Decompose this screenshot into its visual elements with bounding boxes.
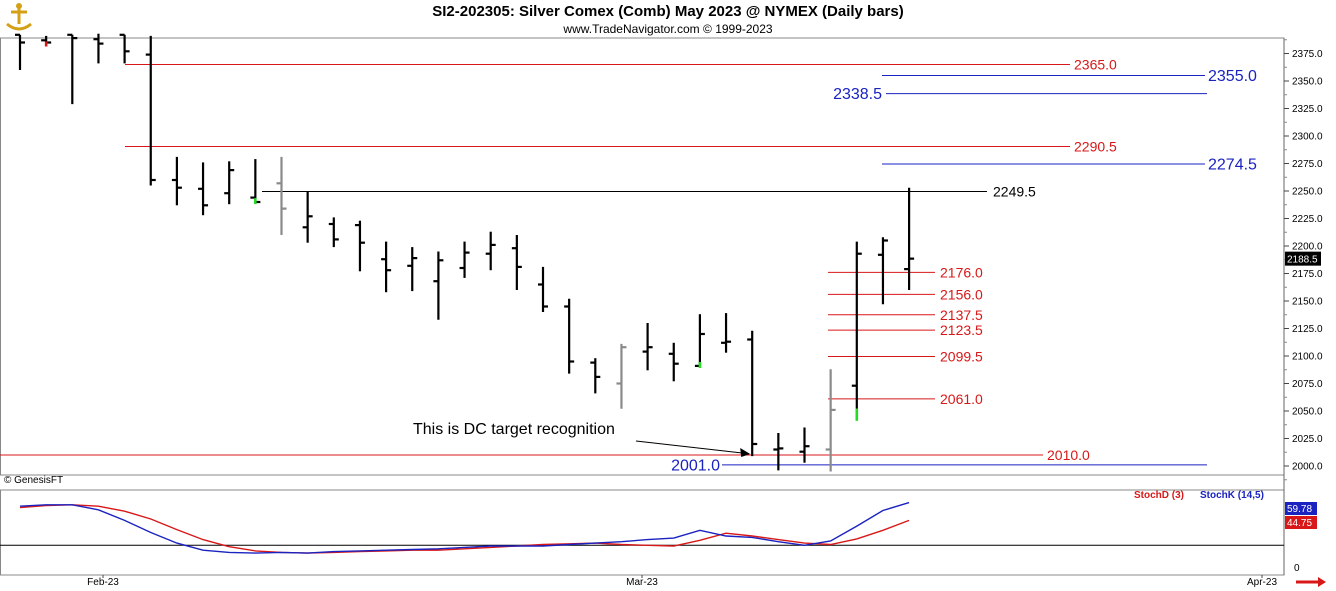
price-tick-label: 2075.0 xyxy=(1292,379,1323,390)
level-label-2137.5: 2137.5 xyxy=(940,307,983,323)
annotation-arrow-head xyxy=(740,448,751,457)
price-tick-label: 2200.0 xyxy=(1292,242,1323,253)
price-tick-label: 2100.0 xyxy=(1292,352,1323,363)
stoch-series-d xyxy=(19,504,910,554)
price-tick-label: 2225.0 xyxy=(1292,214,1323,225)
stochd-value-tag xyxy=(1285,516,1317,529)
chart-title: SI2-202305: Silver Comex (Comb) May 2023… xyxy=(432,3,904,20)
ohlc-bar xyxy=(171,156,182,206)
ohlc-bar xyxy=(407,247,418,292)
price-tick-label: 2375.0 xyxy=(1292,49,1323,60)
level-label-2176.0: 2176.0 xyxy=(940,264,983,280)
ohlc-bar xyxy=(773,433,784,471)
date-tick-label: Apr-23 xyxy=(1247,577,1277,588)
annotation-text: This is DC target recognition xyxy=(413,421,615,438)
ohlc-bar xyxy=(668,342,679,382)
level-label-2099.5: 2099.5 xyxy=(940,349,983,365)
scroll-arrow-head-icon xyxy=(1318,577,1326,587)
stochk-value-label: 59.78 xyxy=(1287,504,1312,515)
stochd-value-label: 44.75 xyxy=(1287,518,1312,529)
level-label-2274.5: 2274.5 xyxy=(1208,157,1257,174)
ohlc-bar xyxy=(224,161,235,205)
ohlc-bar xyxy=(93,33,104,64)
price-tick-label: 2300.0 xyxy=(1292,132,1323,143)
ohlc-bar xyxy=(250,159,261,205)
ohlc-bar xyxy=(328,217,339,248)
price-tick-label: 2175.0 xyxy=(1292,269,1323,280)
level-label-2249.5: 2249.5 xyxy=(993,184,1036,200)
price-tick-label: 2325.0 xyxy=(1292,104,1323,115)
level-label-2123.5: 2123.5 xyxy=(940,322,983,338)
ohlc-bar xyxy=(825,369,836,472)
level-label-2338.5: 2338.5 xyxy=(833,86,882,103)
level-label-2156.0: 2156.0 xyxy=(940,286,983,302)
ohlc-bar xyxy=(459,241,470,278)
ohlc-bar xyxy=(119,33,130,64)
ohlc-bar xyxy=(721,313,732,353)
legend-stochk: StochK (14,5) xyxy=(1200,490,1264,501)
ohlc-bar xyxy=(694,314,705,368)
date-tick-label: Mar-23 xyxy=(626,577,658,588)
level-label-2355.0: 2355.0 xyxy=(1208,68,1257,85)
ohlc-bar xyxy=(590,358,601,394)
ohlc-bar xyxy=(145,35,156,186)
ohlc-bar xyxy=(41,35,52,47)
price-tick-label: 2275.0 xyxy=(1292,159,1323,170)
ohlc-bar xyxy=(198,162,209,216)
ohlc-bar xyxy=(381,241,392,293)
price-tick-label: 2025.0 xyxy=(1292,434,1323,445)
chart-subtitle: www.TradeNavigator.com © 1999-2023 xyxy=(563,22,773,36)
price-tick-label: 2050.0 xyxy=(1292,407,1323,418)
ohlc-bar xyxy=(564,298,575,374)
trade-navigator-logo-icon xyxy=(3,2,35,32)
ohlc-bar xyxy=(877,237,888,305)
level-label-2010.0: 2010.0 xyxy=(1047,447,1090,463)
price-tick-label: 2000.0 xyxy=(1292,462,1323,473)
ohlc-bar xyxy=(302,191,313,243)
annotation-arrow-line xyxy=(635,440,743,454)
level-label-2061.0: 2061.0 xyxy=(940,391,983,407)
watermark-text: © GenesisFT xyxy=(4,475,63,486)
ohlc-bar xyxy=(799,427,810,463)
ohlc-bar xyxy=(276,156,287,235)
ohlc-bar xyxy=(511,235,522,290)
legend-stochd: StochD (3) xyxy=(1134,490,1184,501)
ohlc-bar xyxy=(747,330,758,457)
stochk-value-tag xyxy=(1285,502,1317,515)
ohlc-bar xyxy=(642,323,653,371)
last-price-tag xyxy=(1285,251,1321,266)
level-label-2365.0: 2365.0 xyxy=(1074,57,1117,73)
ohlc-bar xyxy=(354,220,365,272)
ohlc-bar xyxy=(851,241,862,421)
ohlc-bar xyxy=(538,266,548,312)
price-tick-label: 2250.0 xyxy=(1292,187,1323,198)
date-tick-label: Feb-23 xyxy=(87,577,119,588)
stoch-series-k xyxy=(19,501,910,554)
ohlc-bar xyxy=(904,187,915,290)
ohlc-bar xyxy=(616,343,627,409)
stoch-panel-frame xyxy=(0,489,1285,576)
price-tick-label: 2350.0 xyxy=(1292,77,1323,88)
stoch-tick-label: 0 xyxy=(1294,563,1300,574)
last-price-label: 2188.5 xyxy=(1287,255,1318,266)
ohlc-bar xyxy=(15,33,25,70)
main-plot-frame xyxy=(0,37,1285,476)
price-tick-label: 2125.0 xyxy=(1292,324,1323,335)
ohlc-bar xyxy=(485,231,496,271)
ohlc-bar xyxy=(433,251,444,320)
price-tick-label: 2150.0 xyxy=(1292,297,1323,308)
ohlc-bar xyxy=(67,33,78,105)
level-label-2290.5: 2290.5 xyxy=(1074,138,1117,154)
level-label-2001.0: 2001.0 xyxy=(671,457,720,474)
